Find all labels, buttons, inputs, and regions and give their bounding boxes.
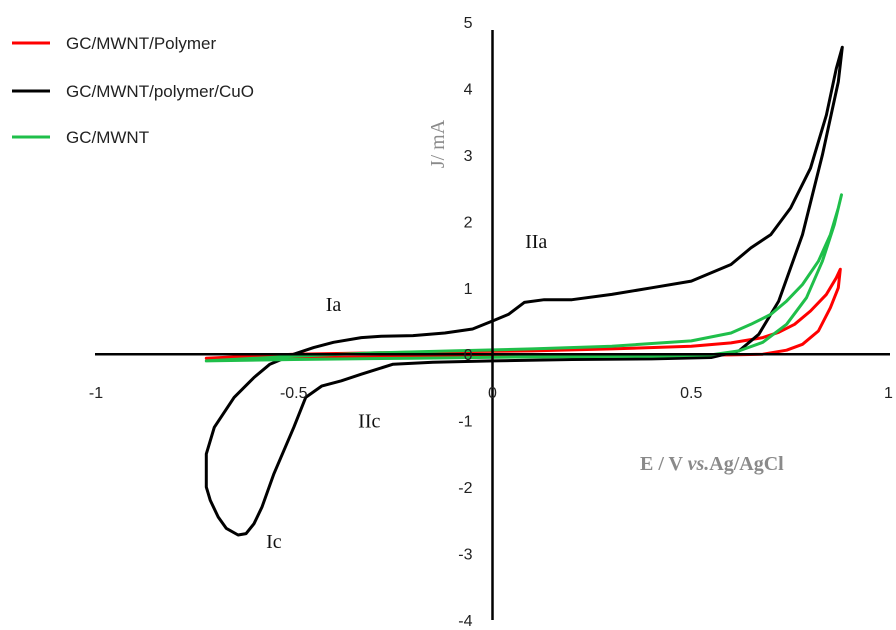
annotations-layer: Ia IIa IIc Ic	[266, 231, 547, 553]
legend: GC/MWNT/Polymer GC/MWNT/polymer/CuO GC/MWN…	[12, 34, 254, 147]
x-axis-title-part: Ag/AgCl	[709, 453, 784, 475]
y-tick-label: 2	[464, 214, 473, 231]
series-line-3	[204, 193, 843, 363]
y-tick-label: -4	[458, 613, 472, 630]
x-tick-label: -1	[89, 385, 103, 402]
x-axis-title-part-italic: vs.	[688, 453, 710, 475]
ticks-layer: -1 -0.5 0 0.5 1 5 4 3 2 1 0 -1 -2 -3 -4	[89, 15, 893, 630]
x-axis-title-part: E / V	[640, 453, 688, 475]
y-tick-label: -2	[458, 480, 472, 497]
legend-entry-label: GC/MWNT/polymer/CuO	[66, 82, 254, 101]
peak-label: Ic	[266, 531, 282, 553]
x-tick-label: 0.5	[680, 385, 702, 402]
y-tick-label: 1	[464, 281, 473, 298]
x-axis-title: E / V vs.Ag/AgCl	[640, 453, 784, 475]
y-tick-label: -1	[458, 414, 472, 431]
peak-label: IIc	[358, 410, 380, 432]
y-tick-label: 0	[464, 347, 473, 364]
peak-label: IIa	[525, 231, 547, 253]
x-tick-label: -0.5	[280, 385, 308, 402]
y-tick-label: 3	[464, 148, 473, 165]
legend-entry-label: GC/MWNT	[66, 128, 149, 147]
series-line-2	[204, 45, 844, 537]
x-tick-label: 1	[884, 385, 893, 402]
y-tick-label: -3	[458, 547, 472, 564]
legend-entry-label: GC/MWNT/Polymer	[66, 34, 217, 53]
y-tick-label: 5	[464, 15, 473, 32]
y-axis-title: J/ mA	[427, 119, 449, 168]
peak-label: Ia	[326, 294, 342, 316]
axes-layer	[95, 30, 890, 620]
y-tick-label: 4	[464, 81, 473, 98]
x-tick-label: 0	[488, 385, 497, 402]
